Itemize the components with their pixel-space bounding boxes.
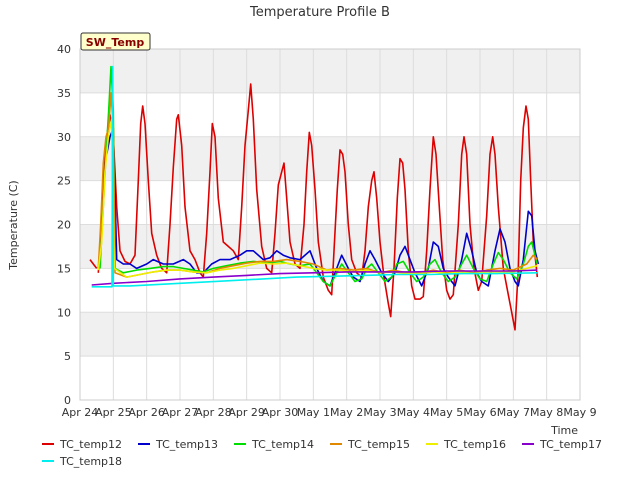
legend-label-TC_temp18: TC_temp18	[59, 455, 122, 468]
series-group	[89, 65, 540, 331]
y-tick-label: 40	[57, 43, 71, 56]
series-line-TC_temp17	[91, 269, 538, 286]
legend-label-TC_temp16: TC_temp16	[443, 438, 506, 451]
plot-band	[80, 356, 580, 400]
y-tick-label: 25	[57, 175, 71, 188]
series-line-TC_temp12	[97, 83, 539, 331]
series-line-TC_temp14	[99, 65, 539, 287]
x-tick-label: Apr 24	[62, 406, 99, 419]
plot-band	[80, 312, 580, 357]
x-tick-label: May 5	[430, 406, 463, 419]
legend-label-TC_temp13: TC_temp13	[155, 438, 218, 451]
annotation-box: SW_Temp	[80, 32, 151, 51]
x-tick-label: May 4	[397, 406, 430, 419]
x-tick-label: Apr 30	[262, 406, 299, 419]
series-line-SW_Temp	[89, 259, 98, 269]
x-tick-label: Apr 26	[128, 406, 165, 419]
x-tick-label: May 7	[497, 406, 530, 419]
y-tick-label: 35	[57, 87, 71, 100]
plot-area	[79, 48, 581, 401]
legend-label-TC_temp17: TC_temp17	[539, 438, 602, 451]
y-tick-label: 20	[57, 219, 71, 232]
legend-label-TC_temp12: TC_temp12	[59, 438, 122, 451]
legend-label-TC_temp15: TC_temp15	[347, 438, 410, 451]
x-tick-label: May 2	[330, 406, 363, 419]
plot-band	[80, 92, 580, 137]
series-line-TC_temp13	[105, 127, 540, 287]
x-tick-label: Apr 25	[95, 406, 132, 419]
series-line-TC_temp16	[97, 118, 538, 278]
x-tick-label: May 6	[463, 406, 496, 419]
y-tick-label: 5	[64, 350, 71, 363]
x-tick-label: Apr 29	[228, 406, 265, 419]
x-tick-label: Apr 27	[162, 406, 199, 419]
legend: TC_temp12 TC_temp13 TC_temp14 TC_temp15 TC_t…	[42, 438, 602, 468]
plot-background	[80, 49, 580, 400]
legend-label-TC_temp14: TC_temp14	[251, 438, 314, 451]
plot-band	[80, 49, 580, 93]
x-axis-label: Time	[550, 424, 578, 437]
y-tick-label: 15	[57, 262, 71, 275]
y-axis: 0 5 10 15 20 25 30 35 40	[57, 43, 71, 407]
plot-band	[80, 136, 580, 181]
y-tick-label: 0	[64, 394, 71, 407]
x-tick-label: Apr 28	[195, 406, 232, 419]
y-tick-label: 10	[57, 306, 71, 319]
x-tick-label: May 3	[363, 406, 396, 419]
plot-band	[80, 180, 580, 225]
y-tick-label: 30	[57, 131, 71, 144]
x-tick-label: May 8	[530, 406, 563, 419]
x-tick-label: May 9	[563, 406, 596, 419]
chart-title: Temperature Profile B	[249, 5, 390, 20]
x-tick-label: May 1	[297, 406, 330, 419]
series-line-TC_temp18	[91, 65, 538, 288]
annotation-label: SW_Temp	[86, 36, 145, 49]
y-axis-label: Temperature (C)	[7, 180, 20, 270]
